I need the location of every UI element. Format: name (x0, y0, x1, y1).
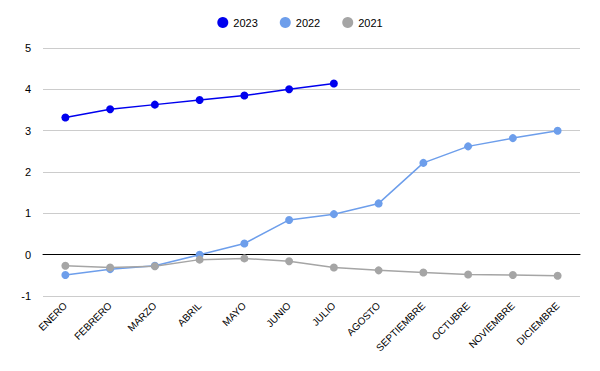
svg-text:2: 2 (25, 166, 31, 178)
svg-text:MARZO: MARZO (125, 300, 158, 333)
svg-text:DICIEMBRE: DICIEMBRE (515, 300, 562, 347)
svg-text:AGOSTO: AGOSTO (345, 300, 383, 338)
svg-text:2021: 2021 (358, 17, 382, 29)
svg-text:1: 1 (25, 207, 31, 219)
svg-text:5: 5 (25, 42, 31, 54)
svg-text:4: 4 (25, 83, 31, 95)
svg-text:NOVIEMBRE: NOVIEMBRE (467, 300, 517, 350)
svg-text:ABRIL: ABRIL (175, 300, 203, 328)
svg-text:ENERO: ENERO (36, 300, 69, 333)
svg-text:-1: -1 (21, 290, 31, 302)
svg-text:3: 3 (25, 125, 31, 137)
svg-text:FEBRERO: FEBRERO (72, 300, 114, 342)
svg-text:2022: 2022 (296, 17, 320, 29)
svg-text:MAYO: MAYO (220, 300, 248, 328)
svg-text:2023: 2023 (233, 17, 257, 29)
svg-text:JUNIO: JUNIO (264, 300, 293, 329)
svg-text:0: 0 (25, 249, 31, 261)
svg-text:OCTUBRE: OCTUBRE (430, 300, 473, 343)
svg-text:SEPTIEMBRE: SEPTIEMBRE (374, 300, 428, 354)
svg-text:JULIO: JULIO (310, 300, 338, 328)
